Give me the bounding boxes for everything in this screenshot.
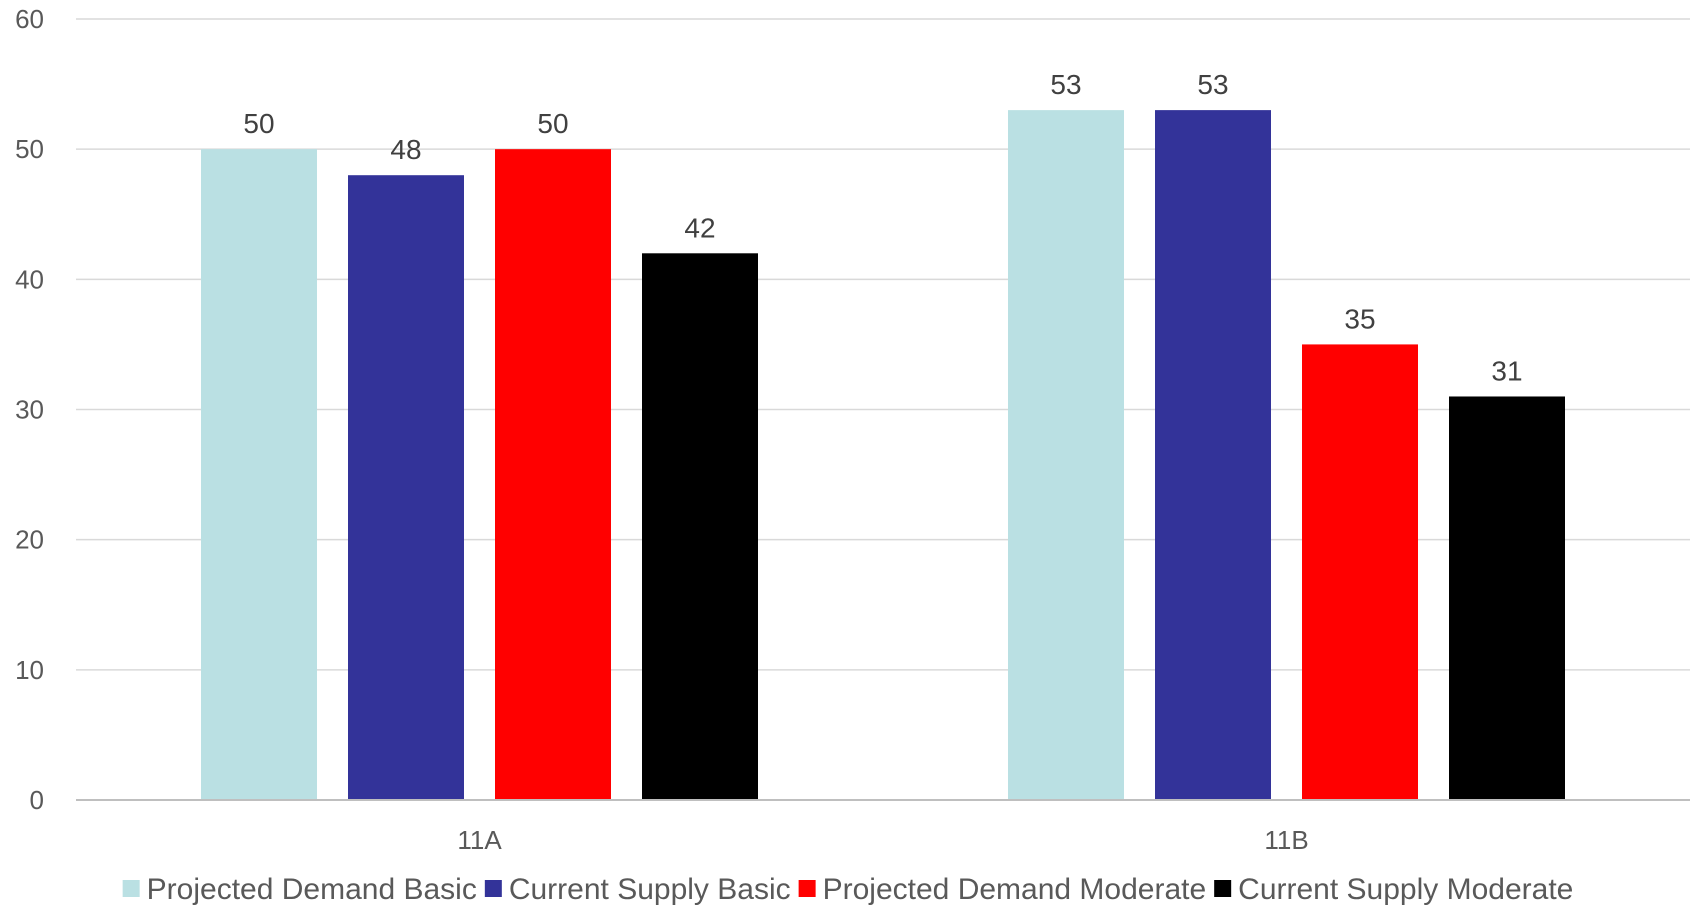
bar (495, 149, 611, 800)
bar (1155, 110, 1271, 800)
legend-item: Projected Demand Basic (122, 873, 477, 906)
x-category-label: 11B (1264, 825, 1308, 855)
legend-swatch (484, 880, 502, 897)
gridlines (76, 18, 1690, 671)
legend-label: Current Supply Basic (509, 873, 791, 906)
y-tick-label: 30 (15, 395, 44, 425)
data-label: 53 (1050, 69, 1081, 100)
bar (1449, 396, 1565, 800)
data-label: 50 (537, 108, 568, 139)
legend-label: Projected Demand Basic (147, 873, 477, 906)
x-axis-categories: 11A 11B (457, 825, 1308, 855)
x-category-label: 11A (457, 825, 502, 855)
bar (1302, 344, 1418, 800)
y-tick-label: 60 (15, 4, 44, 34)
bar (642, 253, 758, 801)
y-tick-label: 20 (15, 525, 44, 555)
y-tick-label: 10 (15, 655, 44, 685)
data-label: 31 (1491, 355, 1522, 386)
data-label: 48 (390, 134, 421, 165)
legend-item: Current Supply Moderate (1214, 873, 1573, 906)
bar (1008, 110, 1124, 800)
y-tick-label: 40 (15, 264, 44, 294)
y-tick-label: 0 (30, 785, 44, 815)
legend-item: Current Supply Basic (484, 873, 791, 906)
bar (348, 175, 464, 800)
legend-swatch (798, 880, 816, 897)
legend-swatch (122, 880, 140, 897)
legend-label: Projected Demand Moderate (823, 873, 1207, 906)
legend-label: Current Supply Moderate (1238, 873, 1573, 906)
legend: Projected Demand Basic Current Supply Bas… (122, 873, 1573, 906)
bar (201, 149, 317, 800)
y-tick-label: 50 (15, 134, 44, 164)
data-label: 50 (243, 108, 274, 139)
legend-item: Projected Demand Moderate (798, 873, 1207, 906)
y-axis-ticks: 0 10 20 30 40 50 60 (15, 4, 44, 815)
data-label: 42 (684, 212, 715, 243)
data-label: 35 (1344, 303, 1375, 334)
data-label: 53 (1197, 69, 1228, 100)
legend-swatch (1214, 880, 1232, 897)
data-labels: 50 48 50 42 53 53 35 31 (243, 69, 1522, 386)
bars (201, 110, 1565, 801)
